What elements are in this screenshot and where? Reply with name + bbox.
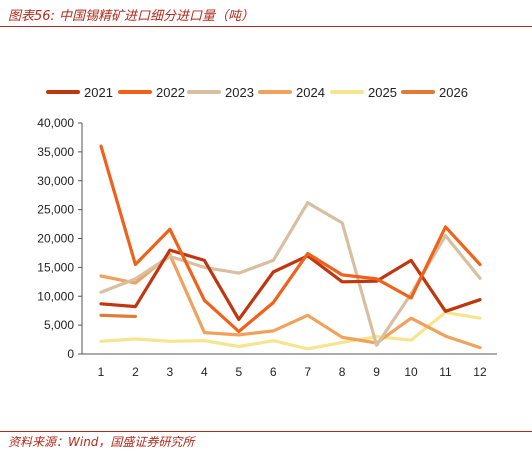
series-line-2025 [99,310,482,351]
bottom-divider [0,431,532,432]
y-tick-label: 35,000 [37,145,74,159]
y-tick-label: 5,000 [44,318,74,332]
top-divider [0,26,532,27]
x-tick-label: 5 [235,365,242,379]
figure-source: 资料来源：Wind，国盛证券研究所 [8,435,195,449]
y-tick-label: 30,000 [37,174,74,188]
x-tick-label: 1 [98,365,105,379]
x-axis: 1 2 3 4 5 6 7 8 9 10 11 12 [82,353,497,379]
y-tick-label: 40,000 [37,116,74,130]
chart-legend: 2021 2022 2023 2024 2025 2026 [46,85,468,100]
x-tick-label: 3 [167,365,174,379]
x-tick-label: 9 [373,365,380,379]
y-axis: 0 5,000 10,000 15,000 20,000 25,000 30,000 35,0… [37,116,83,361]
legend-label-2026: 2026 [439,85,468,100]
legend-label-2022: 2022 [156,85,185,100]
x-tick-label: 7 [304,365,311,379]
x-tick-label: 6 [270,365,277,379]
x-tick-label: 8 [339,365,346,379]
series-line-2021 [99,248,482,321]
x-tick-label: 2 [132,365,139,379]
x-tick-label: 12 [473,365,487,379]
figure-title: 图表56: 中国锡精矿进口细分进口量（吨） [8,9,255,24]
series-lines [99,144,482,351]
y-tick-label: 15,000 [37,260,74,274]
series-line-2022 [99,144,482,334]
legend-label-2021: 2021 [84,85,113,100]
x-tick-label: 4 [201,365,208,379]
series-line-2026 [99,313,137,319]
y-tick-label: 0 [67,347,74,361]
legend-label-2025: 2025 [368,85,397,100]
y-tick-label: 20,000 [37,232,74,246]
y-tick-label: 25,000 [37,203,74,217]
x-tick-label: 10 [404,365,418,379]
legend-label-2023: 2023 [225,85,254,100]
x-tick-label: 11 [439,365,452,379]
legend-label-2024: 2024 [296,85,325,100]
y-tick-label: 10,000 [37,289,74,303]
